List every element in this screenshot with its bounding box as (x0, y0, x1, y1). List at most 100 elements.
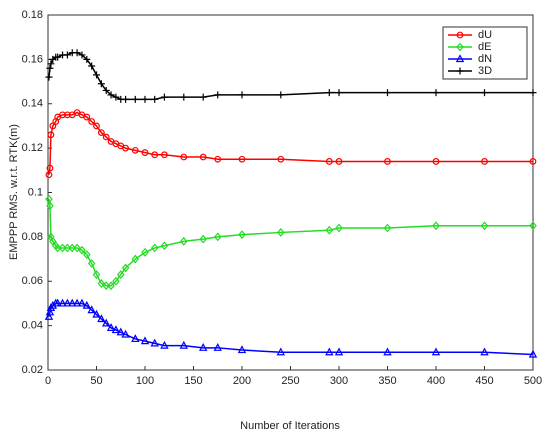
data-point (199, 343, 208, 351)
series-line (48, 111, 533, 175)
data-point (93, 71, 100, 79)
y-axis-label: EMPPP RMS. w.r.t. RTK(m) (8, 124, 20, 260)
data-point (335, 223, 343, 233)
x-tick-label: 150 (184, 375, 202, 387)
data-point (73, 49, 81, 57)
data-point (131, 95, 139, 103)
legend-marker (456, 42, 464, 52)
legend-label: 3D (478, 65, 492, 77)
legend-label: dU (478, 29, 492, 41)
data-point (334, 347, 344, 356)
data-point (102, 133, 110, 141)
data-point (72, 298, 82, 307)
data-point (54, 53, 62, 61)
data-point (213, 232, 222, 242)
y-tick-label: 0.12 (22, 142, 43, 154)
data-point (116, 327, 125, 336)
data-point (383, 223, 392, 233)
data-point (432, 221, 440, 231)
x-axis-label: Number of Iterations (240, 420, 340, 432)
data-point (44, 311, 54, 320)
data-point (122, 144, 129, 152)
data-point (47, 60, 55, 68)
data-point (214, 91, 222, 99)
data-point (53, 298, 62, 307)
data-point (92, 309, 101, 318)
x-tick-label: 200 (233, 375, 251, 387)
data-point (46, 303, 56, 311)
data-point (325, 158, 333, 165)
y-tick-label: 0.08 (22, 231, 43, 243)
data-point (63, 243, 72, 253)
data-point (58, 243, 67, 253)
legend-label: dE (478, 41, 491, 53)
data-point (116, 270, 125, 280)
data-point (141, 149, 149, 156)
data-point (160, 340, 169, 349)
data-point (121, 329, 130, 338)
data-point (528, 349, 538, 358)
data-point (45, 171, 53, 179)
data-point (68, 243, 77, 253)
data-point (140, 336, 150, 345)
data-point (150, 338, 159, 347)
y-tick-label: 0.1 (28, 186, 43, 198)
data-point (112, 276, 120, 286)
data-point (151, 151, 159, 159)
data-point (160, 241, 169, 251)
data-point (335, 89, 343, 97)
data-point (150, 243, 159, 253)
data-point (141, 95, 149, 103)
data-point (480, 221, 489, 231)
data-point (68, 298, 77, 307)
data-point (199, 153, 207, 161)
data-point (92, 270, 101, 280)
data-point (179, 340, 188, 349)
x-tick-label: 50 (90, 375, 102, 387)
data-point (213, 343, 222, 351)
data-point (238, 155, 246, 163)
data-point (111, 325, 121, 334)
data-point (432, 89, 440, 97)
data-point (107, 91, 115, 99)
legend-marker (455, 54, 465, 63)
data-point (45, 73, 53, 81)
data-point (151, 95, 159, 103)
legend-marker (456, 31, 464, 39)
x-tick-label: 300 (330, 375, 348, 387)
data-point (480, 347, 489, 356)
x-tick-label: 400 (427, 375, 445, 387)
data-point (431, 347, 441, 356)
data-point (384, 89, 391, 97)
data-point (102, 281, 110, 291)
data-point (45, 307, 55, 316)
data-point (97, 279, 106, 288)
data-point (122, 95, 130, 103)
y-tick-label: 0.02 (22, 364, 43, 376)
data-point (335, 158, 343, 165)
data-point (83, 250, 91, 260)
y-tick-label: 0.16 (22, 53, 43, 65)
data-point (88, 118, 96, 125)
data-point (112, 93, 120, 101)
data-point (199, 234, 207, 244)
data-point (237, 345, 247, 354)
data-point (325, 225, 334, 235)
x-tick-label: 450 (475, 375, 493, 387)
y-tick-label: 0.14 (22, 98, 43, 110)
data-point (97, 314, 106, 323)
data-point (53, 243, 62, 253)
data-point (277, 155, 285, 163)
data-point (78, 245, 86, 255)
data-point (276, 347, 285, 356)
data-point (87, 259, 96, 268)
data-point (97, 129, 105, 136)
data-point (102, 318, 111, 327)
data-point (131, 334, 140, 343)
data-point (88, 62, 96, 70)
data-point (432, 158, 440, 165)
data-point (160, 93, 168, 101)
data-point (481, 89, 488, 97)
data-point (87, 305, 96, 314)
